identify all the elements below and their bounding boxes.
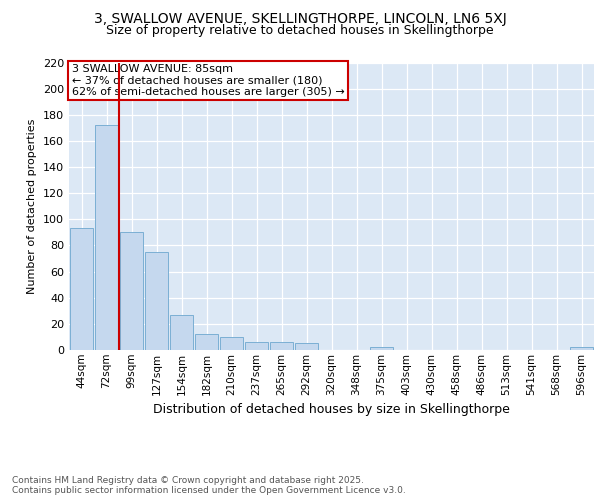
Text: 3 SWALLOW AVENUE: 85sqm
← 37% of detached houses are smaller (180)
62% of semi-d: 3 SWALLOW AVENUE: 85sqm ← 37% of detache… [71, 64, 344, 97]
Bar [70, 228, 94, 350]
Text: Size of property relative to detached houses in Skellingthorpe: Size of property relative to detached ho… [106, 24, 494, 37]
Bar [119, 232, 143, 350]
Bar [569, 348, 593, 350]
Bar [170, 314, 193, 350]
Bar [194, 334, 218, 350]
Bar [95, 125, 118, 350]
Bar [220, 337, 244, 350]
X-axis label: Distribution of detached houses by size in Skellingthorpe: Distribution of detached houses by size … [153, 403, 510, 416]
Bar [295, 344, 319, 350]
Text: 3, SWALLOW AVENUE, SKELLINGTHORPE, LINCOLN, LN6 5XJ: 3, SWALLOW AVENUE, SKELLINGTHORPE, LINCO… [94, 12, 506, 26]
Bar [370, 348, 394, 350]
Bar [269, 342, 293, 350]
Text: Contains HM Land Registry data © Crown copyright and database right 2025.
Contai: Contains HM Land Registry data © Crown c… [12, 476, 406, 495]
Bar [245, 342, 268, 350]
Bar [145, 252, 169, 350]
Y-axis label: Number of detached properties: Number of detached properties [28, 118, 37, 294]
